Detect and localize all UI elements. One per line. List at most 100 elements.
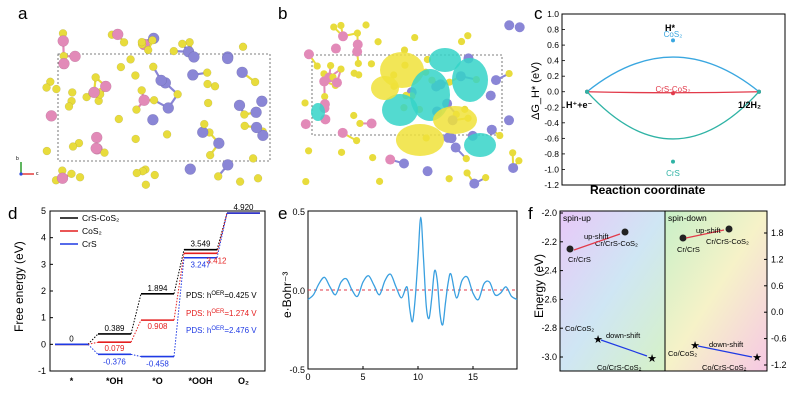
cobalt-atom: [187, 69, 199, 81]
sulfur-atom: [137, 37, 147, 47]
sulfur-atom: [149, 95, 159, 105]
state-label: H⁺+e⁻: [566, 100, 593, 110]
y-tick-label: 5: [41, 206, 46, 216]
sulfur-atom: [367, 60, 376, 68]
sulfur-atom: [313, 62, 321, 70]
chromium-atom: [385, 154, 396, 165]
cobalt-atom: [469, 178, 480, 189]
data-point-star: ★: [752, 352, 762, 364]
level-value-label: 3.247: [190, 261, 211, 270]
y-tick-label-right: 1.8: [771, 228, 784, 238]
connector: [87, 343, 99, 355]
sulfur-atom: [68, 142, 78, 151]
y-tick-label-right: 0.6: [771, 281, 784, 291]
sulfur-atom: [126, 55, 135, 64]
y-tick-label: 3: [41, 259, 46, 269]
chromium-atom: [330, 43, 341, 54]
y-tick-label: 2: [41, 286, 46, 296]
f-ylabel: Energy (eV): [532, 253, 546, 318]
sulfur-atom: [149, 62, 158, 72]
sulfur-atom: [362, 21, 370, 29]
sulfur-atom: [162, 130, 172, 139]
series-label: CrS-CoS₂: [655, 85, 690, 94]
level-value-label: 3.549: [190, 240, 211, 249]
point-label: Co/CrS-CoS₂: [597, 363, 642, 372]
y-tick-label: -0.6: [544, 133, 559, 143]
charge-depletion: [311, 103, 325, 121]
level-value-label: 3.412: [206, 256, 227, 265]
pds-label: PDS: hOER=0.425 V: [186, 291, 257, 300]
sulfur-atom: [42, 83, 51, 92]
chromium-atom: [337, 127, 348, 138]
sulfur-atom: [91, 73, 100, 82]
sulfur-atom: [463, 169, 471, 177]
chromium-atom: [45, 110, 58, 122]
sulfur-atom: [205, 150, 215, 160]
y-tick-label: -2.8: [541, 323, 557, 333]
sulfur-atom: [250, 77, 260, 87]
connector: [130, 293, 142, 335]
y-tick-label: -1.2: [544, 180, 559, 190]
y-tick-label: -2.0: [541, 208, 557, 218]
y-tick-label: 1.0: [547, 9, 559, 19]
x-tick-label: 0: [305, 372, 310, 382]
sulfur-atom: [240, 121, 249, 131]
cobalt-atom: [514, 22, 525, 33]
sulfur-atom: [515, 157, 523, 165]
sulfur-atom: [350, 111, 358, 120]
sulfur-atom: [457, 37, 466, 46]
sulfur-atom: [337, 148, 346, 156]
sulfur-atom: [509, 149, 517, 157]
cobalt-atom: [250, 106, 262, 119]
sulfur-atom: [202, 68, 212, 77]
y-tick-label: -2.2: [541, 237, 557, 247]
sulfur-atom: [355, 71, 363, 79]
sulfur-atom: [253, 174, 263, 183]
x-tick-label: *: [70, 376, 74, 386]
charge-depletion: [382, 94, 418, 126]
cobalt-atom: [236, 66, 248, 79]
sulfur-atom: [356, 119, 364, 128]
charge-accumulation: [433, 106, 477, 134]
y-tick-label-right: 0.0: [771, 307, 784, 317]
arrow-label: down-shift: [606, 331, 641, 340]
y-tick-label-right: 1.2: [771, 254, 784, 264]
data-point: [757, 89, 761, 94]
cobalt-atom: [147, 113, 159, 126]
y-tick-label: -0.5: [289, 365, 305, 375]
sulfur-atom: [200, 119, 209, 129]
cobalt-atom: [450, 142, 461, 153]
point-label: Co/CoS₂: [668, 349, 697, 358]
sulfur-atom: [505, 69, 513, 78]
axis-label-b: b: [16, 156, 19, 162]
sulfur-atom: [369, 153, 377, 162]
level-value-label: 1.894: [147, 284, 168, 293]
y-tick-label: 4: [41, 233, 46, 243]
plot-frame: [561, 13, 786, 186]
sulfur-atom: [330, 23, 338, 31]
y-tick-label-right: -1.2: [771, 360, 787, 370]
level-value-label: 4.920: [233, 203, 254, 212]
x-tick-label: 10: [413, 372, 423, 382]
panel-label-c: c: [534, 4, 543, 23]
sulfur-atom: [119, 38, 129, 47]
sulfur-atom: [353, 136, 361, 145]
sulfur-atom: [114, 114, 124, 124]
sulfur-atom: [464, 32, 472, 40]
arrow-label: up-shift: [584, 232, 610, 241]
chromium-atom: [366, 118, 377, 129]
charge-accumulation: [396, 124, 444, 156]
data-point-circle: [725, 225, 733, 233]
chromium-atom: [57, 35, 69, 47]
y-tick-label: 0.8: [547, 25, 559, 35]
data-point-circle: [566, 245, 574, 253]
cobalt-atom: [221, 52, 234, 65]
data-point-circle: [621, 228, 629, 236]
x-tick-label: *OH: [106, 376, 123, 386]
sulfur-atom: [400, 46, 409, 54]
sulfur-atom: [67, 169, 76, 179]
charge-depletion: [429, 48, 461, 72]
chromium-atom: [352, 46, 363, 57]
y-tick-label: 0.0: [547, 87, 559, 97]
